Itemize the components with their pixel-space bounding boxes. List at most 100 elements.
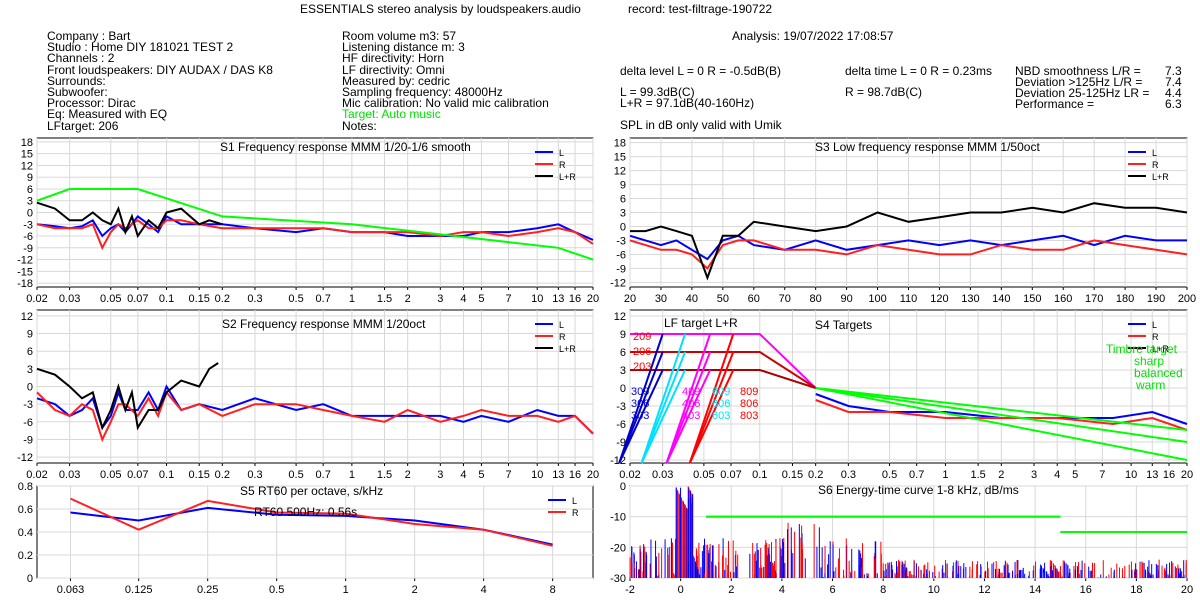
x-tick-label: 7 [1099, 469, 1105, 481]
lf-target-slope [618, 369, 664, 464]
y-tick-label: -9 [23, 434, 33, 446]
lf-target-slope [665, 351, 712, 464]
y-tick-label: -9 [23, 243, 33, 255]
y-tick-label: 0.4 [18, 527, 33, 539]
info-line: Channels : 2 [47, 51, 115, 66]
x-tick-label: 0.1 [159, 293, 174, 305]
y-tick-label: -3 [23, 219, 33, 231]
series-r [36, 219, 594, 251]
timbre-item: warm [1135, 378, 1165, 392]
legend-entry: L+R [1152, 172, 1169, 182]
x-tick-label: 0.1 [159, 469, 174, 481]
y-tick-label: 6 [27, 184, 33, 196]
target-label: 403 [682, 410, 700, 422]
x-tick-label: 10 [531, 469, 543, 481]
analysis-date: Analysis: 19/07/2022 17:08:57 [732, 29, 894, 43]
x-tick-label: 0.2 [215, 293, 230, 305]
timbre-item: sharp [1134, 354, 1164, 368]
chart-title: S2 Frequency response MMM 1/20oct [222, 317, 426, 331]
x-tick-label: 0.15 [188, 469, 209, 481]
x-tick-label: 0.7 [316, 469, 331, 481]
y-tick-label: -9 [616, 437, 626, 449]
legend-entry: R [1152, 160, 1159, 170]
y-tick-label: 6 [620, 347, 626, 359]
x-tick-label: 1 [942, 469, 948, 481]
legend-entry: R [1152, 332, 1159, 342]
x-tick-label: 170 [1085, 293, 1103, 305]
y-tick-label: 0 [620, 481, 626, 493]
x-tick-label: 1.5 [377, 293, 392, 305]
r-spl: R = 98.7dB(C) [845, 85, 923, 99]
x-tick-label: 0.3 [247, 469, 262, 481]
y-tick-label: -12 [610, 455, 626, 467]
x-tick-label: 6 [829, 584, 835, 596]
target-label: 206 [633, 346, 651, 358]
x-tick-label: 0.07 [127, 293, 148, 305]
series-r [815, 399, 1188, 431]
target-label: 209 [633, 331, 651, 343]
x-tick-label: 0.03 [59, 293, 80, 305]
series-r [36, 390, 594, 443]
x-tick-label: 10 [1125, 469, 1137, 481]
legend-entry: L [1152, 320, 1157, 330]
y-tick-label: 0 [620, 221, 626, 233]
legend-entry: R [559, 160, 566, 170]
x-tick-label: 140 [992, 293, 1010, 305]
legend-entry: L+R [559, 172, 576, 182]
chart-s1: 0.02 0.03 0.05 0.07 0.1 0.15 0.2 0.3 0.5 0.7 1 1.5 2… [17, 137, 599, 305]
x-tick-label: 0.7 [316, 293, 331, 305]
x-tick-label: 4 [460, 293, 466, 305]
x-tick-label: 7 [505, 469, 511, 481]
y-tick-label: 0 [27, 573, 33, 585]
y-tick-label: -12 [17, 255, 33, 267]
x-tick-label: 2 [405, 469, 411, 481]
x-tick-label: 0.02 [26, 469, 47, 481]
y-tick-label: 12 [614, 166, 626, 178]
y-tick-label: 9 [27, 329, 33, 341]
y-tick-label: 12 [614, 311, 626, 323]
x-tick-label: 16 [569, 293, 581, 305]
target-label: 603 [712, 410, 730, 422]
x-tick-label: 13 [1146, 469, 1158, 481]
legend-entry: R [559, 332, 566, 342]
y-tick-label: 0.2 [18, 550, 33, 562]
chart-title: S4 Targets [815, 318, 872, 332]
series-l [629, 234, 1187, 261]
target-label: 606 [712, 398, 730, 410]
info-line: Subwoofer: [47, 85, 108, 99]
x-tick-label: 5 [478, 469, 484, 481]
lf-target-slope [640, 333, 687, 464]
target-label: 806 [740, 398, 758, 410]
x-tick-label: 8 [880, 584, 886, 596]
spl-note: SPL in dB only valid with Umik [620, 118, 782, 132]
lf-target-curve [630, 333, 817, 389]
x-tick-label: 12 [978, 584, 990, 596]
x-tick-label: 0.07 [127, 469, 148, 481]
y-tick-label: 15 [614, 152, 626, 164]
series-r [70, 497, 553, 547]
x-tick-label: 0.05 [693, 469, 714, 481]
x-tick-label: 180 [1116, 293, 1134, 305]
x-tick-label: 7 [505, 293, 511, 305]
x-tick-label: 5 [1072, 469, 1078, 481]
y-tick-label: 18 [21, 137, 33, 149]
chart-s3: 20 30 40 50 60 70 80 90 100 110 120 130 140 150 160 170… [610, 137, 1196, 305]
x-tick-label: 20 [1181, 584, 1193, 596]
x-tick-label: 16 [569, 469, 581, 481]
legend-entry: L+R [559, 344, 576, 354]
chart-title: S5 RT60 per octave, s/kHz [240, 484, 383, 498]
x-tick-label: 4 [779, 584, 785, 596]
timbre-target-line [815, 387, 1188, 443]
x-tick-label: 0.5 [269, 584, 284, 596]
y-tick-label: -6 [616, 249, 626, 261]
x-tick-label: 0.2 [215, 469, 230, 481]
x-tick-label: 4 [1054, 469, 1060, 481]
x-tick-label: 14 [1029, 584, 1041, 596]
info-line: Sampling frequency: 48000Hz [342, 85, 503, 99]
timbre-item: balanced [1134, 366, 1183, 380]
target-label: 803 [740, 410, 758, 422]
dev25-label: Deviation 25-125Hz LR = [1015, 86, 1150, 100]
l-spl: L = 99.3dB(C) [620, 85, 695, 99]
x-tick-label: 0 [678, 584, 684, 596]
x-tick-label: 0.1 [752, 469, 767, 481]
